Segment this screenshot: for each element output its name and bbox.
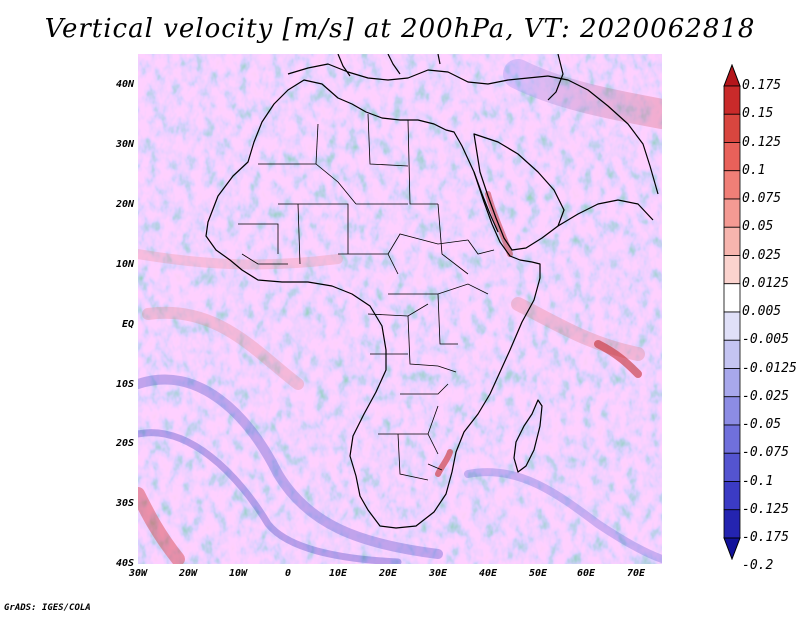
lat-label: 40S [115,558,134,569]
colorbar-bottom-triangle [723,537,741,560]
colorbar-label: 0.125 [742,134,782,150]
colorbar-label: -0.075 [742,445,789,461]
colorbar-label: -0.2 [742,558,774,574]
velocity-field [138,54,662,564]
colorbar-segment [723,198,741,228]
colorbar-label: -0.0125 [742,360,797,376]
lat-label: 40N [115,79,134,90]
colorbar-label: -0.05 [742,417,782,432]
colorbar-segment [723,424,741,454]
colorbar-label: -0.025 [742,388,789,404]
colorbar-segment [723,481,741,511]
colorbar-label: 0.0125 [742,275,789,291]
colorbar-segment [723,368,741,398]
colorbar-label: 0.025 [742,247,782,263]
colorbar-label: 0.075 [742,191,782,206]
lat-label: 10N [115,259,134,270]
map-title: Vertical velocity [m/s] at 200hPa, VT: 2… [44,14,756,44]
lon-label: 10W [228,568,248,579]
lat-label: EQ [121,319,134,330]
colorbar-label: 0.05 [742,219,774,235]
colorbar-label: 0.15 [742,106,774,122]
colorbar-label: -0.175 [742,530,789,545]
colorbar-segment [723,85,741,115]
colorbar-segment [723,170,741,200]
colorbar-segment [723,113,741,143]
colorbar-segment [723,142,741,172]
lat-label: 30N [115,139,134,150]
map-panel [138,54,662,564]
colorbar-label: -0.1 [742,473,774,489]
colorbar-label: 0.175 [742,78,782,93]
colorbar-segment [723,396,741,426]
lon-label: 70E [626,568,646,579]
colorbar-top-triangle [723,64,741,87]
colorbar-segment [723,311,741,341]
lat-label: 20N [115,199,134,210]
vertical-velocity-map [138,54,662,564]
colorbar-segment [723,509,741,539]
colorbar [723,64,741,560]
lat-label: 10S [115,379,134,390]
coastlines [205,54,659,529]
lon-label: 40E [478,568,498,579]
lon-label: 20W [178,568,198,579]
lon-label: 30W [128,568,148,579]
lon-label: 10E [328,568,348,579]
footer-credit: GrADS: IGES/COLA [4,603,91,613]
colorbar-segment [723,452,741,482]
lon-label: 0 [284,568,292,579]
lon-label: 20E [378,568,398,579]
lon-label: 50E [528,568,548,579]
colorbar-label: 0.1 [742,162,766,178]
colorbar-label: -0.125 [742,501,789,517]
lon-label: 60E [576,568,596,579]
colorbar-label: 0.005 [742,304,782,319]
lon-label: 30E [428,568,448,579]
colorbar-segment [723,339,741,369]
colorbar-segment [723,226,741,256]
lat-label: 30S [115,498,134,509]
lat-label: 20S [115,438,134,449]
colorbar-segment [723,283,741,313]
country-borders [238,113,495,481]
colorbar-segment [723,255,741,285]
colorbar-label: -0.005 [742,332,789,348]
